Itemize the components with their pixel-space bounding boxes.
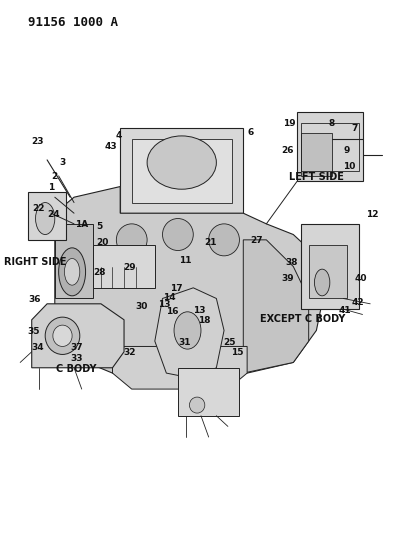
Ellipse shape — [314, 269, 330, 296]
Bar — [297, 112, 363, 181]
Text: 13: 13 — [193, 306, 205, 314]
Text: 27: 27 — [251, 237, 263, 245]
Text: LEFT SIDE: LEFT SIDE — [289, 172, 344, 182]
Text: 91156 1000 A: 91156 1000 A — [28, 16, 118, 29]
Polygon shape — [55, 187, 324, 378]
Text: 7: 7 — [352, 125, 358, 133]
Bar — [93, 245, 155, 288]
Text: 41: 41 — [339, 306, 352, 314]
Ellipse shape — [174, 312, 201, 349]
Text: 43: 43 — [104, 142, 117, 151]
Ellipse shape — [116, 224, 147, 256]
Bar — [178, 368, 239, 416]
Ellipse shape — [147, 136, 217, 189]
Ellipse shape — [59, 248, 85, 296]
Text: 5: 5 — [96, 222, 102, 231]
Text: RIGHT SIDE: RIGHT SIDE — [4, 257, 66, 267]
Text: 13: 13 — [158, 301, 171, 309]
Text: 30: 30 — [135, 302, 148, 311]
Polygon shape — [243, 240, 309, 373]
Bar — [120, 128, 243, 213]
Text: 11: 11 — [179, 256, 192, 264]
Text: 9: 9 — [344, 146, 350, 155]
Bar — [301, 123, 358, 171]
Text: 39: 39 — [281, 274, 294, 282]
Polygon shape — [32, 304, 124, 368]
Text: 20: 20 — [97, 238, 109, 247]
Text: 10: 10 — [343, 162, 355, 171]
Text: 12: 12 — [366, 210, 379, 219]
Text: 2: 2 — [52, 173, 58, 181]
Bar — [309, 245, 347, 298]
Bar — [301, 133, 332, 176]
Text: 32: 32 — [124, 349, 136, 357]
Text: 1: 1 — [48, 183, 54, 192]
Text: 25: 25 — [224, 338, 236, 346]
Text: 29: 29 — [124, 263, 136, 272]
Ellipse shape — [65, 259, 80, 285]
Ellipse shape — [209, 224, 239, 256]
Text: 34: 34 — [31, 343, 44, 352]
Ellipse shape — [53, 325, 72, 346]
Text: 1A: 1A — [75, 221, 88, 229]
Text: 6: 6 — [248, 128, 254, 136]
Text: 4: 4 — [115, 132, 122, 140]
Text: 35: 35 — [27, 327, 40, 336]
Ellipse shape — [189, 397, 205, 413]
Text: 31: 31 — [178, 338, 191, 346]
Text: 17: 17 — [170, 285, 182, 293]
Text: 15: 15 — [231, 349, 244, 357]
Text: 38: 38 — [285, 258, 298, 266]
Polygon shape — [113, 346, 247, 389]
Ellipse shape — [162, 219, 193, 251]
Bar — [28, 192, 66, 240]
Text: 37: 37 — [71, 343, 83, 352]
Text: 21: 21 — [205, 238, 217, 247]
Text: 36: 36 — [28, 295, 41, 304]
Bar — [301, 224, 358, 309]
Bar — [55, 224, 93, 298]
Text: 40: 40 — [354, 274, 367, 282]
Text: 18: 18 — [198, 317, 210, 325]
Text: 23: 23 — [31, 137, 44, 146]
Text: 26: 26 — [281, 146, 294, 155]
Text: 22: 22 — [32, 205, 45, 213]
Bar — [132, 139, 232, 203]
Text: 19: 19 — [283, 119, 296, 128]
Ellipse shape — [45, 317, 80, 354]
Ellipse shape — [36, 203, 55, 235]
Text: C BODY: C BODY — [56, 364, 96, 374]
Text: EXCEPT C BODY: EXCEPT C BODY — [260, 314, 346, 324]
Text: 3: 3 — [59, 158, 66, 167]
Text: 28: 28 — [93, 269, 105, 277]
Text: 42: 42 — [352, 298, 364, 307]
Text: 8: 8 — [329, 119, 335, 128]
Text: 16: 16 — [166, 308, 178, 316]
Text: 24: 24 — [48, 210, 60, 219]
Text: 14: 14 — [163, 293, 176, 302]
Polygon shape — [155, 288, 224, 378]
Text: 33: 33 — [71, 354, 83, 362]
